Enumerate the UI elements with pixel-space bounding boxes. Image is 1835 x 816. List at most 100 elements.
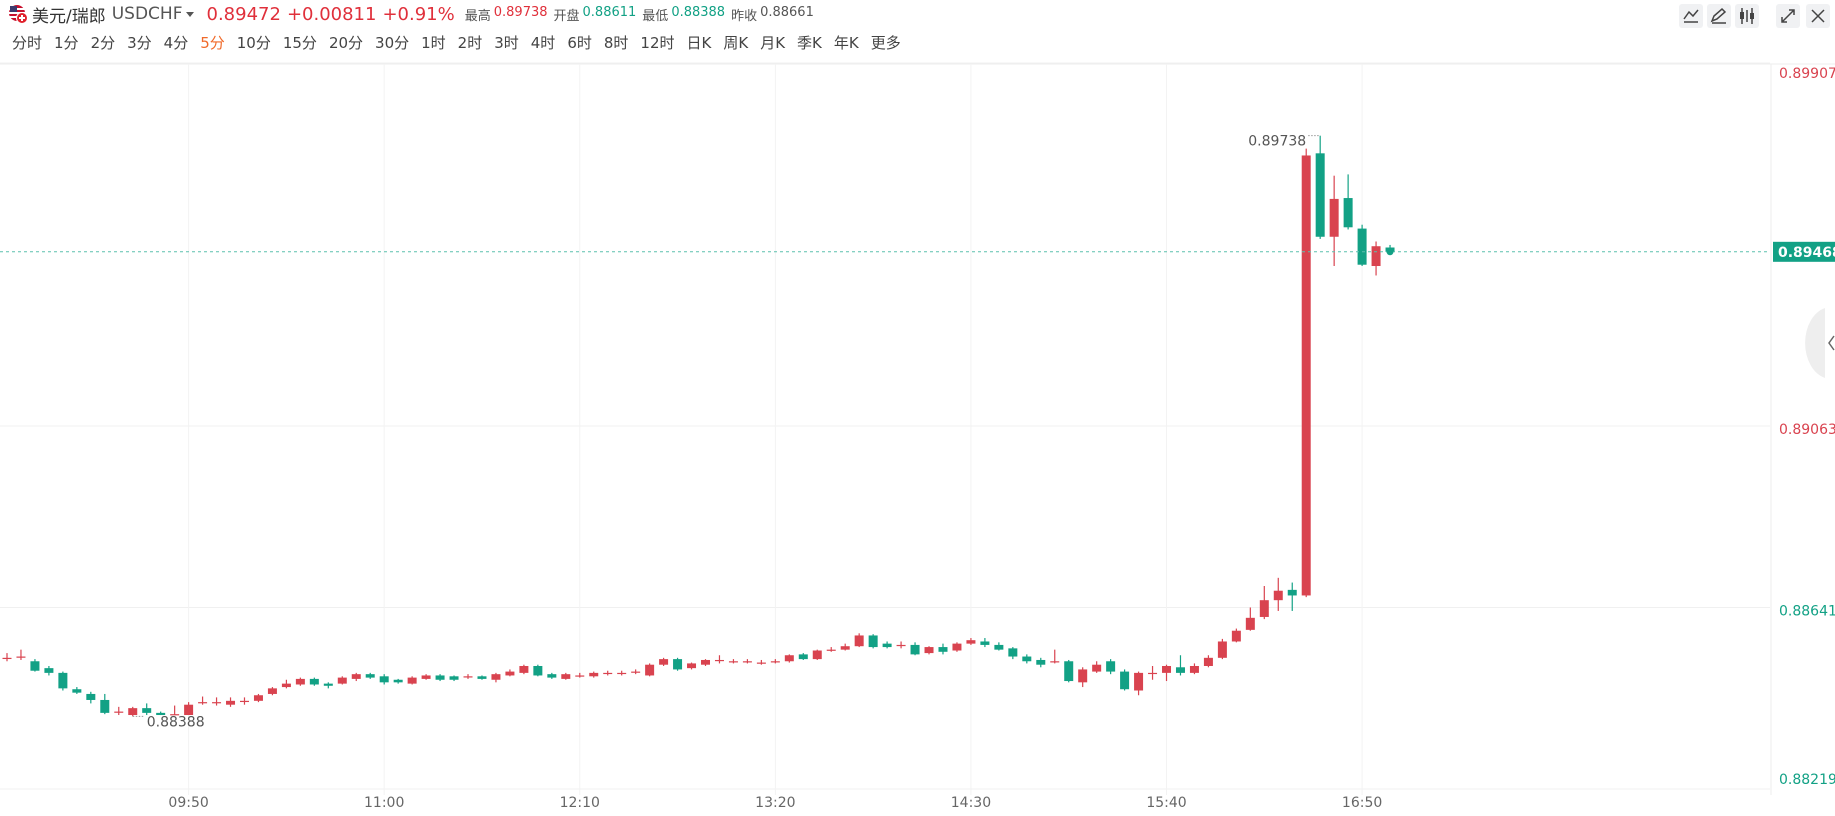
candle-body <box>239 700 249 703</box>
candle-body <box>645 664 655 676</box>
candle-body <box>128 708 138 716</box>
candle-body <box>100 699 110 713</box>
high-label: 0.89738 <box>1248 134 1306 150</box>
side-panel-toggle[interactable] <box>1805 308 1825 378</box>
timeframe-tab[interactable]: 分时 <box>12 34 43 52</box>
plot: 0.89738 0.88388 <box>0 62 1770 795</box>
stat-label: 最高 <box>464 8 491 24</box>
candle-body <box>407 677 417 684</box>
price: 0.89472 <box>206 3 281 25</box>
candle-body <box>812 650 822 660</box>
candle-body <box>1231 630 1241 642</box>
candle-body <box>421 675 431 679</box>
timeframe-tab[interactable]: 1分 <box>54 34 79 52</box>
candle-body <box>1036 659 1046 665</box>
candle-body <box>463 676 473 678</box>
timeframe-tab[interactable]: 3分 <box>127 34 152 52</box>
toolbar <box>1679 4 1830 28</box>
candle-body <box>1301 155 1311 596</box>
candle-body <box>714 659 724 662</box>
candle-body <box>477 676 487 679</box>
timeframe-tab[interactable]: 30分 <box>375 34 410 52</box>
candle-body <box>547 674 557 678</box>
timeframe-tab[interactable]: 周K <box>723 34 749 52</box>
candle-body <box>1357 228 1367 265</box>
candle-body <box>1329 198 1339 237</box>
x-tick-label: 14:30 <box>951 795 991 811</box>
y-tick-label: 0.88641 <box>1779 604 1835 620</box>
candle-body <box>561 674 571 679</box>
candle-body <box>72 689 82 693</box>
timeframe-tab[interactable]: 10分 <box>236 34 271 52</box>
candle-body <box>519 665 529 673</box>
candle-body <box>491 674 501 680</box>
timeframe-tab[interactable]: 12时 <box>640 34 675 52</box>
timeframe-tab[interactable]: 15分 <box>282 34 317 52</box>
current-price-tag <box>1773 241 1835 262</box>
candle-body <box>701 659 710 665</box>
timeframe-tab[interactable]: 4时 <box>530 34 556 52</box>
candle-body <box>323 683 333 686</box>
tool-button[interactable] <box>1679 4 1703 28</box>
candle-body <box>1175 667 1185 673</box>
candle-body <box>351 674 361 679</box>
timeframe-tab[interactable]: 2分 <box>90 34 116 52</box>
candle-body <box>659 659 669 665</box>
candle-body <box>728 661 738 663</box>
timeframe-tab[interactable]: 日K <box>686 34 712 52</box>
timeframe-tab[interactable]: 6时 <box>567 34 592 52</box>
candle-body <box>1343 198 1353 228</box>
candle-body <box>840 646 850 650</box>
dropdown-caret[interactable] <box>185 9 195 19</box>
candle-body <box>2 657 12 660</box>
tool-icon <box>1811 9 1825 23</box>
change-pct: +0.91% <box>382 3 455 25</box>
tool-button[interactable] <box>1707 4 1731 28</box>
candle-body <box>267 688 277 694</box>
tool-icon <box>1710 7 1727 24</box>
pair-name: 美元/瑞郎 <box>32 6 106 27</box>
candle-body <box>603 672 613 675</box>
candle-body <box>770 661 780 663</box>
symbol[interactable]: USDCHF <box>111 4 183 24</box>
candle-body <box>868 635 878 648</box>
stat-value: 0.88661 <box>760 4 814 20</box>
timeframe-tab[interactable]: 3时 <box>494 34 519 52</box>
candle-body <box>1106 661 1116 672</box>
candle-body <box>533 665 543 676</box>
header: 美元/瑞郎 USDCHF 0.89472 +0.00811 +0.91% 最高 0… <box>8 2 826 27</box>
timeframe-tab[interactable]: 5分 <box>200 34 225 52</box>
timeframe-tab[interactable]: 季K <box>797 34 822 52</box>
candle-body <box>1287 589 1297 596</box>
candle-body <box>1092 664 1102 672</box>
candle-body <box>1371 246 1381 267</box>
timeframe-tab[interactable]: 月K <box>760 34 786 52</box>
candle-body <box>435 675 445 680</box>
timeframe-tab[interactable]: 年K <box>833 34 859 52</box>
candle-body <box>114 711 124 713</box>
candle-body <box>1273 590 1283 601</box>
candle-body <box>826 649 836 651</box>
timeframe-tab[interactable]: 20分 <box>328 34 364 52</box>
candle-body <box>1245 617 1255 630</box>
candle-body <box>156 712 166 716</box>
timeframe-tab[interactable]: 4分 <box>163 34 189 52</box>
x-tick-label: 12:10 <box>560 795 600 811</box>
timeframe-tab[interactable]: 2时 <box>457 34 483 52</box>
x-tick-label: 11:00 <box>364 795 404 811</box>
timeframe-tab[interactable]: 更多 <box>870 34 901 52</box>
x-tick-label: 13:20 <box>755 795 795 811</box>
candle-body <box>170 714 180 716</box>
candle-body <box>1064 661 1074 682</box>
flag-icon <box>9 5 28 24</box>
stat-label: 最低 <box>642 8 669 24</box>
timeframe-tab[interactable]: 8时 <box>603 34 629 52</box>
candle-body <box>994 644 1004 650</box>
candle-body <box>184 704 194 716</box>
timeframe-tab[interactable]: 1时 <box>421 34 446 52</box>
y-tick-label: 0.89907 <box>1779 66 1835 82</box>
candle-body <box>1050 661 1060 663</box>
candle-body <box>1217 641 1227 658</box>
